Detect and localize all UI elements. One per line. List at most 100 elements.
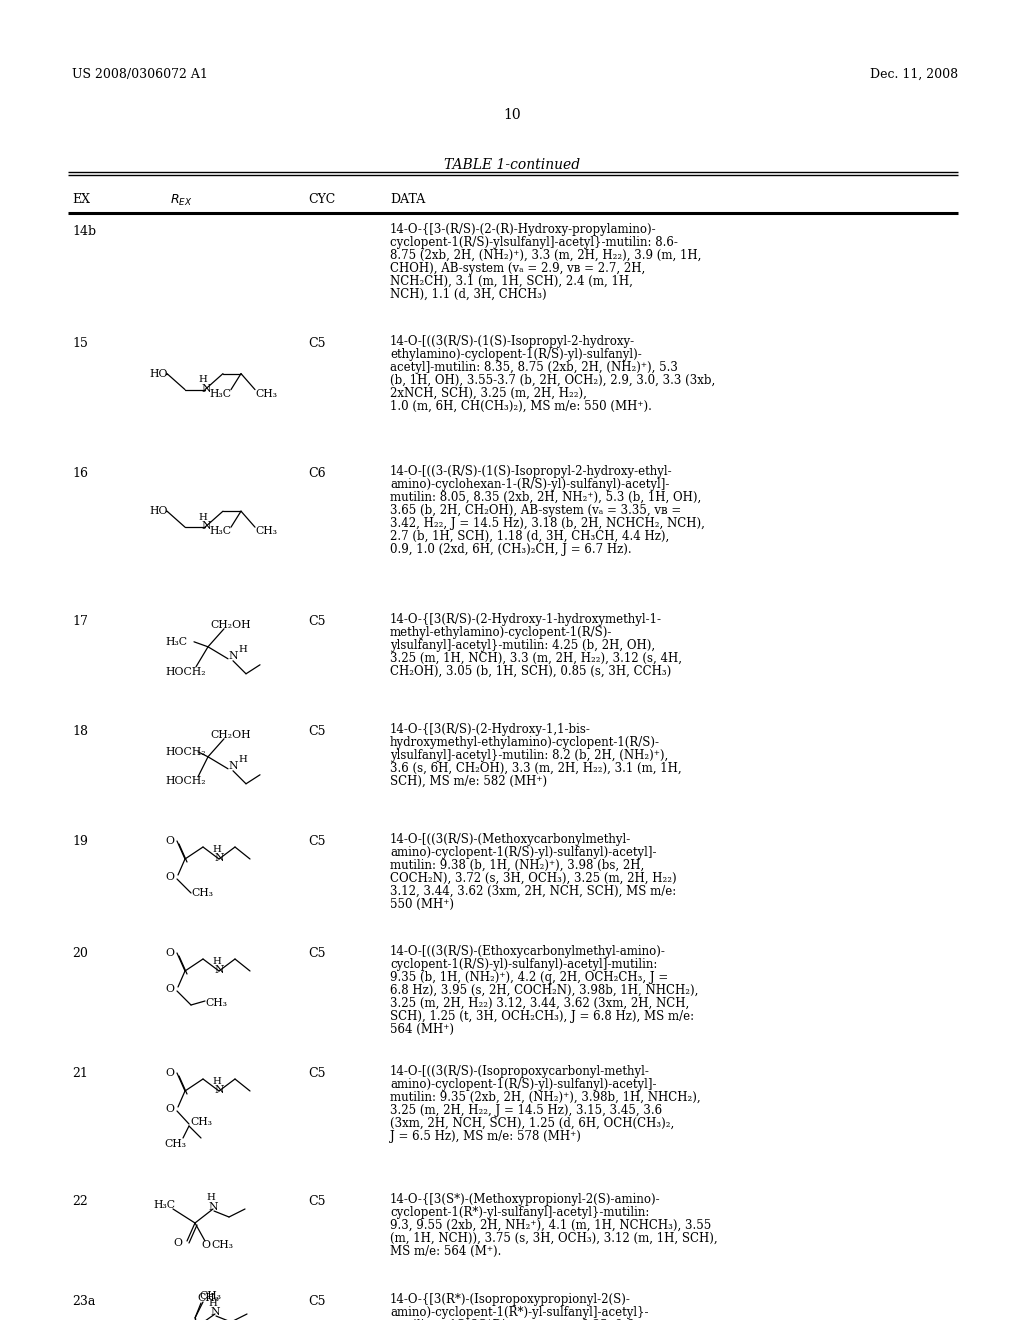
Text: H: H — [238, 645, 247, 655]
Text: CH₃: CH₃ — [191, 888, 213, 898]
Text: C5: C5 — [308, 946, 326, 960]
Text: 3.25 (m, 2H, H₂₂) 3.12, 3.44, 3.62 (3xm, 2H, NCH,: 3.25 (m, 2H, H₂₂) 3.12, 3.44, 3.62 (3xm,… — [390, 997, 689, 1010]
Text: methyl-ethylamino)-cyclopent-1(R/S)-: methyl-ethylamino)-cyclopent-1(R/S)- — [390, 626, 612, 639]
Text: C5: C5 — [308, 615, 326, 628]
Text: O: O — [201, 1239, 210, 1250]
Text: 18: 18 — [72, 725, 88, 738]
Text: 3.6 (s, 6H, CH₂OH), 3.3 (m, 2H, H₂₂), 3.1 (m, 1H,: 3.6 (s, 6H, CH₂OH), 3.3 (m, 2H, H₂₂), 3.… — [390, 762, 682, 775]
Text: O: O — [165, 873, 174, 882]
Text: 0.9, 1.0 (2xd, 6H, (CH₃)₂CH, J = 6.7 Hz).: 0.9, 1.0 (2xd, 6H, (CH₃)₂CH, J = 6.7 Hz)… — [390, 543, 632, 556]
Text: 8.75 (2xb, 2H, (NH₂)⁺), 3.3 (m, 2H, H₂₂), 3.9 (m, 1H,: 8.75 (2xb, 2H, (NH₂)⁺), 3.3 (m, 2H, H₂₂)… — [390, 249, 701, 261]
Text: C5: C5 — [308, 725, 326, 738]
Text: HO: HO — [150, 368, 168, 379]
Text: 14-O-{[3(R/S)-(2-Hydroxy-1-hydroxymethyl-1-: 14-O-{[3(R/S)-(2-Hydroxy-1-hydroxymethyl… — [390, 612, 662, 626]
Text: H₃C: H₃C — [209, 527, 231, 536]
Text: H: H — [207, 1193, 215, 1203]
Text: N: N — [202, 521, 211, 531]
Text: C5: C5 — [308, 337, 326, 350]
Text: HOCH₂: HOCH₂ — [165, 747, 206, 756]
Text: (3xm, 2H, NCH, SCH), 1.25 (d, 6H, OCH(CH₃)₂,: (3xm, 2H, NCH, SCH), 1.25 (d, 6H, OCH(CH… — [390, 1117, 674, 1130]
Text: HO: HO — [150, 506, 168, 516]
Text: cyclopent-1(R*)-yl-sulfanyl]-acetyl}-mutilin:: cyclopent-1(R*)-yl-sulfanyl]-acetyl}-mut… — [390, 1206, 649, 1218]
Text: 14b: 14b — [72, 224, 96, 238]
Text: ylsulfanyl]-acetyl}-mutilin: 4.25 (b, 2H, OH),: ylsulfanyl]-acetyl}-mutilin: 4.25 (b, 2H… — [390, 639, 655, 652]
Text: amino)-cyclopent-1(R*)-yl-sulfanyl]-acetyl}-: amino)-cyclopent-1(R*)-yl-sulfanyl]-acet… — [390, 1305, 648, 1319]
Text: N: N — [208, 1203, 218, 1212]
Text: SCH), 1.25 (t, 3H, OCH₂CH₃), J = 6.8 Hz), MS m/e:: SCH), 1.25 (t, 3H, OCH₂CH₃), J = 6.8 Hz)… — [390, 1010, 694, 1023]
Text: H: H — [209, 1299, 217, 1308]
Text: 14-O-{[3(R/S)-(2-Hydroxy-1,1-bis-: 14-O-{[3(R/S)-(2-Hydroxy-1,1-bis- — [390, 723, 591, 737]
Text: amino)-cyclopent-1(R/S)-yl)-sulfanyl)-acetyl]-: amino)-cyclopent-1(R/S)-yl)-sulfanyl)-ac… — [390, 846, 656, 859]
Text: 22: 22 — [72, 1195, 88, 1208]
Text: ylsulfanyl]-acetyl}-mutilin: 8.2 (b, 2H, (NH₂)⁺),: ylsulfanyl]-acetyl}-mutilin: 8.2 (b, 2H,… — [390, 748, 669, 762]
Text: SCH), MS m/e: 582 (MH⁺): SCH), MS m/e: 582 (MH⁺) — [390, 775, 547, 788]
Text: CH₂OH: CH₂OH — [210, 730, 251, 739]
Text: 14-O-[((3(R/S)-(Methoxycarbonylmethyl-: 14-O-[((3(R/S)-(Methoxycarbonylmethyl- — [390, 833, 631, 846]
Text: (m, 1H, NCH)), 3.75 (s, 3H, OCH₃), 3.12 (m, 1H, SCH),: (m, 1H, NCH)), 3.75 (s, 3H, OCH₃), 3.12 … — [390, 1232, 718, 1245]
Text: NCH₂CH), 3.1 (m, 1H, SCH), 2.4 (m, 1H,: NCH₂CH), 3.1 (m, 1H, SCH), 2.4 (m, 1H, — [390, 275, 633, 288]
Text: 6.8 Hz), 3.95 (s, 2H, COCH₂N), 3.98b, 1H, NHCH₂),: 6.8 Hz), 3.95 (s, 2H, COCH₂N), 3.98b, 1H… — [390, 983, 698, 997]
Text: J = 6.5 Hz), MS m/e: 578 (MH⁺): J = 6.5 Hz), MS m/e: 578 (MH⁺) — [390, 1130, 581, 1143]
Text: 15: 15 — [72, 337, 88, 350]
Text: N: N — [228, 760, 238, 771]
Text: 14-O-{[3(S*)-(Methoxypropionyl-2(S)-amino)-: 14-O-{[3(S*)-(Methoxypropionyl-2(S)-amin… — [390, 1193, 660, 1206]
Text: 23a: 23a — [72, 1295, 95, 1308]
Text: EX: EX — [72, 193, 90, 206]
Text: 564 (MH⁺): 564 (MH⁺) — [390, 1023, 454, 1036]
Text: H₃C: H₃C — [153, 1200, 175, 1210]
Text: US 2008/0306072 A1: US 2008/0306072 A1 — [72, 69, 208, 81]
Text: N: N — [214, 965, 224, 975]
Text: COCH₂N), 3.72 (s, 3H, OCH₃), 3.25 (m, 2H, H₂₂): COCH₂N), 3.72 (s, 3H, OCH₃), 3.25 (m, 2H… — [390, 873, 677, 884]
Text: CH₃: CH₃ — [255, 527, 278, 536]
Text: CH₂OH), 3.05 (b, 1H, SCH), 0.85 (s, 3H, CCH₃): CH₂OH), 3.05 (b, 1H, SCH), 0.85 (s, 3H, … — [390, 665, 672, 678]
Text: C5: C5 — [308, 1295, 326, 1308]
Text: CH₃: CH₃ — [255, 388, 278, 399]
Text: H: H — [199, 512, 208, 521]
Text: CH₂OH: CH₂OH — [210, 620, 251, 630]
Text: N: N — [228, 651, 238, 661]
Text: CH₃: CH₃ — [164, 1139, 186, 1148]
Text: 21: 21 — [72, 1067, 88, 1080]
Text: CH₃: CH₃ — [205, 998, 227, 1008]
Text: H₃C: H₃C — [165, 636, 187, 647]
Text: 2xNCH, SCH), 3.25 (m, 2H, H₂₂),: 2xNCH, SCH), 3.25 (m, 2H, H₂₂), — [390, 387, 587, 400]
Text: CH₃: CH₃ — [197, 1294, 219, 1303]
Text: 1.0 (m, 6H, CH(CH₃)₂), MS m/e: 550 (MH⁺).: 1.0 (m, 6H, CH(CH₃)₂), MS m/e: 550 (MH⁺)… — [390, 400, 652, 413]
Text: H: H — [213, 1077, 221, 1085]
Text: 3.12, 3.44, 3.62 (3xm, 2H, NCH, SCH), MS m/e:: 3.12, 3.44, 3.62 (3xm, 2H, NCH, SCH), MS… — [390, 884, 676, 898]
Text: CH₃: CH₃ — [211, 1239, 233, 1250]
Text: 19: 19 — [72, 836, 88, 847]
Text: 9.35 (b, 1H, (NH₂)⁺), 4.2 (q, 2H, OCH₂CH₃, J =: 9.35 (b, 1H, (NH₂)⁺), 4.2 (q, 2H, OCH₂CH… — [390, 972, 669, 983]
Text: O: O — [165, 1104, 174, 1114]
Text: H: H — [238, 755, 247, 764]
Text: 3.25 (m, 1H, NCH), 3.3 (m, 2H, H₂₂), 3.12 (s, 4H,: 3.25 (m, 1H, NCH), 3.3 (m, 2H, H₂₂), 3.1… — [390, 652, 682, 665]
Text: MS m/e: 564 (M⁺).: MS m/e: 564 (M⁺). — [390, 1245, 502, 1258]
Text: acetyl]-mutilin: 8.35, 8.75 (2xb, 2H, (NH₂)⁺), 5.3: acetyl]-mutilin: 8.35, 8.75 (2xb, 2H, (N… — [390, 360, 678, 374]
Text: 14-O-[((3(R/S)-(Isopropoxycarbonyl-methyl-: 14-O-[((3(R/S)-(Isopropoxycarbonyl-methy… — [390, 1065, 650, 1078]
Text: 10: 10 — [503, 108, 521, 121]
Text: cyclopent-1(R/S)-yl)-sulfanyl)-acetyl]-mutilin:: cyclopent-1(R/S)-yl)-sulfanyl)-acetyl]-m… — [390, 958, 657, 972]
Text: 17: 17 — [72, 615, 88, 628]
Text: O: O — [165, 836, 174, 846]
Text: amino)-cyclopent-1(R/S)-yl)-sulfanyl)-acetyl]-: amino)-cyclopent-1(R/S)-yl)-sulfanyl)-ac… — [390, 1078, 656, 1092]
Text: O: O — [173, 1238, 182, 1247]
Text: O: O — [165, 948, 174, 958]
Text: 3.42, H₂₂, J = 14.5 Hz), 3.18 (b, 2H, NCHCH₂, NCH),: 3.42, H₂₂, J = 14.5 Hz), 3.18 (b, 2H, NC… — [390, 517, 705, 531]
Text: HOCH₂: HOCH₂ — [165, 776, 206, 785]
Text: C6: C6 — [308, 467, 326, 480]
Text: N: N — [210, 1307, 220, 1317]
Text: N: N — [202, 384, 211, 393]
Text: Dec. 11, 2008: Dec. 11, 2008 — [869, 69, 958, 81]
Text: H₃C: H₃C — [209, 388, 231, 399]
Text: CH₃: CH₃ — [199, 1291, 221, 1302]
Text: H: H — [213, 845, 221, 854]
Text: 9.3, 9.55 (2xb, 2H, NH₂⁺), 4.1 (m, 1H, NCHCH₃), 3.55: 9.3, 9.55 (2xb, 2H, NH₂⁺), 4.1 (m, 1H, N… — [390, 1218, 712, 1232]
Text: C5: C5 — [308, 1067, 326, 1080]
Text: 14-O-[((3-(R/S)-(1(S)-Isopropyl-2-hydroxy-ethyl-: 14-O-[((3-(R/S)-(1(S)-Isopropyl-2-hydrox… — [390, 465, 673, 478]
Text: cyclopent-1(R/S)-ylsulfanyl]-acetyl}-mutilin: 8.6-: cyclopent-1(R/S)-ylsulfanyl]-acetyl}-mut… — [390, 236, 678, 249]
Text: O: O — [165, 983, 174, 994]
Text: TABLE 1-continued: TABLE 1-continued — [444, 158, 580, 172]
Text: NCH), 1.1 (d, 3H, CHCH₃): NCH), 1.1 (d, 3H, CHCH₃) — [390, 288, 547, 301]
Text: N: N — [214, 853, 224, 863]
Text: CHOH), AB-system (vₐ = 2.9, vʙ = 2.7, 2H,: CHOH), AB-system (vₐ = 2.9, vʙ = 2.7, 2H… — [390, 261, 645, 275]
